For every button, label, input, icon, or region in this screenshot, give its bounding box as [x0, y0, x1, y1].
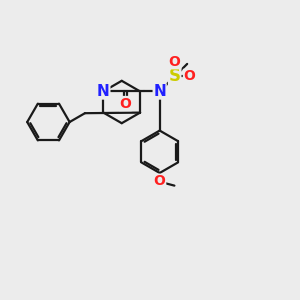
Text: O: O	[119, 97, 131, 111]
Text: O: O	[184, 69, 195, 83]
Text: S: S	[169, 68, 181, 85]
Text: N: N	[97, 84, 110, 99]
Text: O: O	[169, 55, 181, 69]
Text: O: O	[154, 174, 166, 188]
Text: N: N	[153, 84, 166, 99]
